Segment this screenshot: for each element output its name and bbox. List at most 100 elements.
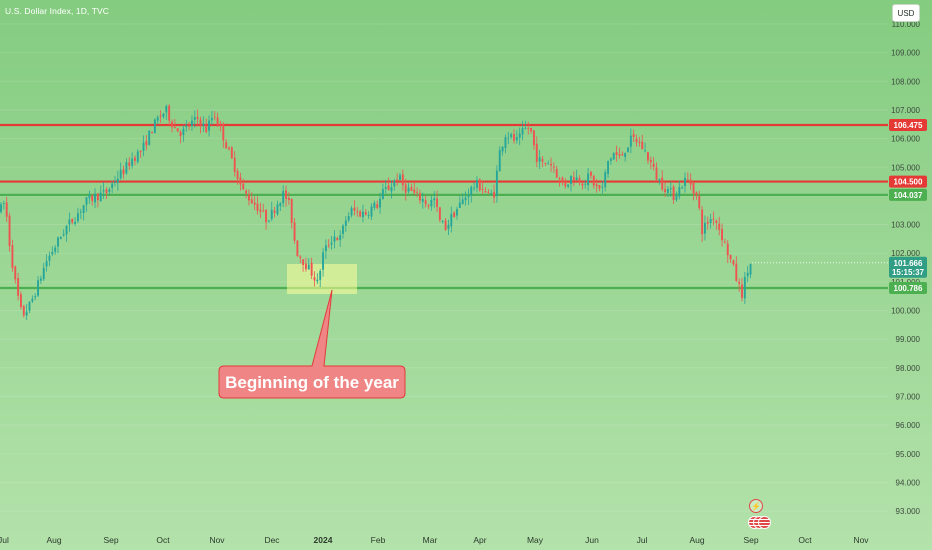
flag-icon[interactable] xyxy=(748,516,771,529)
candle-body xyxy=(590,171,592,176)
candle-body xyxy=(607,160,609,174)
y-tick-label: 108.000 xyxy=(891,77,920,86)
price-tag-label: 100.786 xyxy=(894,284,923,293)
candle-body xyxy=(473,187,476,189)
candle-body xyxy=(205,124,208,133)
candle-body xyxy=(94,193,96,203)
candle-body xyxy=(424,200,427,205)
candle-body xyxy=(233,157,236,172)
candle-body xyxy=(678,187,681,197)
candle-body xyxy=(501,146,504,152)
candle-body xyxy=(114,181,116,183)
candle-body xyxy=(296,240,299,257)
candle-body xyxy=(225,142,228,149)
candle-body xyxy=(347,216,350,221)
candle-body xyxy=(612,152,615,160)
last-price-tag xyxy=(889,256,927,278)
candle-body xyxy=(561,177,564,183)
candle-body xyxy=(71,218,74,223)
candle-body xyxy=(706,222,709,224)
candle-body xyxy=(521,128,524,135)
candle-body xyxy=(333,236,336,242)
candle-body xyxy=(373,202,376,208)
candle-body xyxy=(364,212,367,215)
candle-body xyxy=(498,150,501,172)
candle-body xyxy=(447,224,450,229)
candle-body xyxy=(735,263,738,281)
price-tag xyxy=(889,281,927,294)
candle-body xyxy=(535,143,538,162)
candle-body xyxy=(572,177,575,181)
candle-body xyxy=(570,175,572,184)
candle-body xyxy=(22,305,25,316)
candle-body xyxy=(390,187,393,192)
candle-body xyxy=(698,196,701,209)
y-tick-label: 102.000 xyxy=(891,249,920,258)
candle-body xyxy=(686,179,689,181)
price-tag-label: 104.500 xyxy=(894,178,923,187)
candle-body xyxy=(42,267,45,280)
candle-body xyxy=(555,168,558,178)
candle-body xyxy=(515,137,518,141)
candle-body xyxy=(136,151,139,162)
candle-body xyxy=(507,137,510,139)
candle-body xyxy=(20,294,22,308)
candle-body xyxy=(547,163,550,165)
candle-body xyxy=(122,169,125,175)
x-tick-label: Jul xyxy=(637,535,648,545)
x-tick-label: Mar xyxy=(423,535,438,545)
candle-body xyxy=(222,124,225,141)
candle-body xyxy=(91,195,94,201)
candle-body xyxy=(99,192,102,202)
candle-body xyxy=(196,117,199,119)
candle-body xyxy=(62,234,65,236)
candle-body xyxy=(421,198,424,202)
candle-body xyxy=(139,150,142,152)
candle-body xyxy=(324,245,327,252)
candle-body xyxy=(336,238,339,241)
candle-body xyxy=(313,277,316,281)
candle-body xyxy=(638,142,641,143)
candle-body xyxy=(51,252,54,255)
candle-body xyxy=(159,115,162,117)
candle-body xyxy=(8,215,11,246)
candle-body xyxy=(476,180,478,188)
y-tick-label: 105.000 xyxy=(891,163,920,172)
candle-body xyxy=(248,194,250,201)
candle-body xyxy=(199,119,202,127)
candle-body xyxy=(188,125,191,127)
candle-body xyxy=(14,266,17,280)
candle-body xyxy=(116,178,119,183)
candle-body xyxy=(279,202,282,206)
candle-body xyxy=(88,195,91,199)
candle-body xyxy=(675,196,678,200)
x-tick-label: Sep xyxy=(743,535,758,545)
candle-body xyxy=(629,135,632,147)
candle-body xyxy=(134,157,136,161)
bolt-icon[interactable]: ⚡ xyxy=(749,499,763,513)
candle-body xyxy=(342,225,344,234)
candle-body xyxy=(564,181,567,187)
last-price-label: 101.666 xyxy=(894,259,923,268)
candle-body xyxy=(96,193,99,201)
candle-body xyxy=(256,203,259,211)
candle-body xyxy=(453,212,456,218)
candle-body xyxy=(470,186,473,196)
candle-body xyxy=(427,204,430,207)
candle-body xyxy=(399,175,401,180)
currency-button[interactable]: USD xyxy=(892,4,920,22)
candle-body xyxy=(407,187,410,192)
candle-body xyxy=(273,210,276,213)
candle-body xyxy=(54,247,57,252)
candle-body xyxy=(142,142,145,151)
candle-body xyxy=(193,116,196,120)
candle-body xyxy=(712,218,715,220)
candle-body xyxy=(219,123,222,126)
candle-body xyxy=(504,137,507,149)
candle-body xyxy=(652,163,655,167)
candle-body xyxy=(125,162,128,174)
candle-body xyxy=(672,186,675,201)
candle-body xyxy=(79,211,82,213)
